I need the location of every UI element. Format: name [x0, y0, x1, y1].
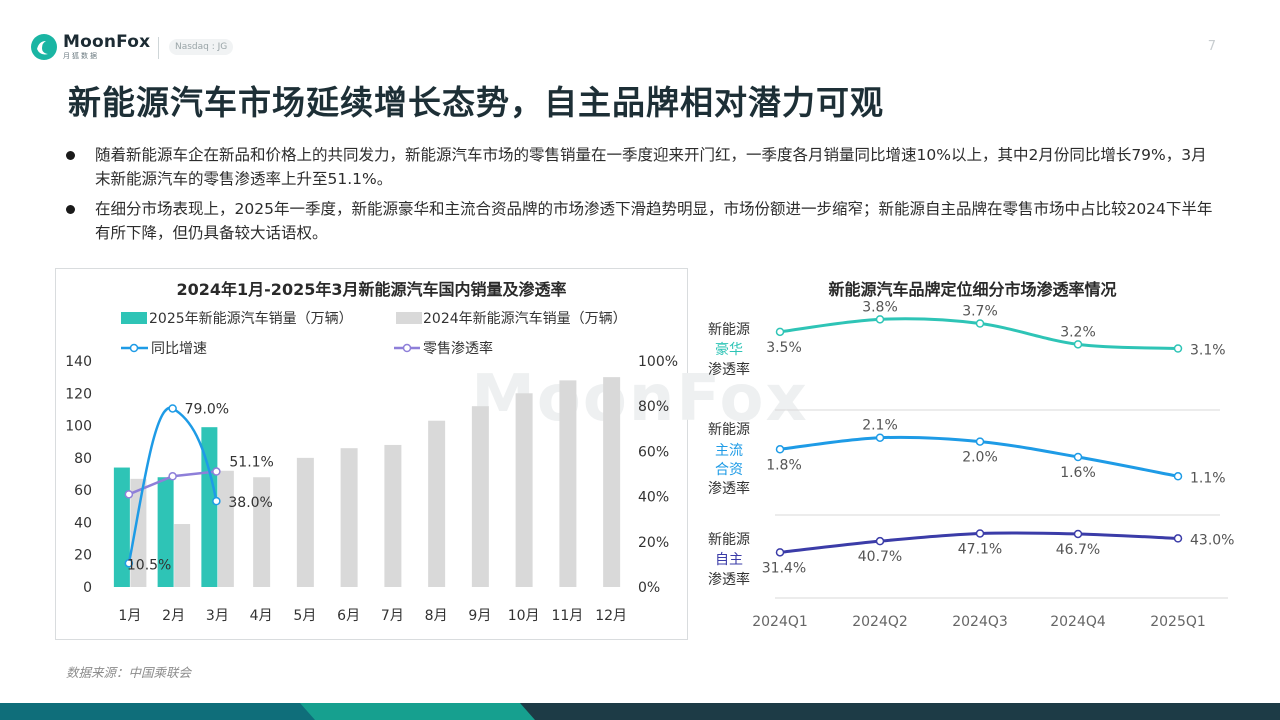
moonfox-logo: MoonFox 月狐数据 [30, 33, 150, 61]
logo-subtitle: 月狐数据 [63, 52, 99, 60]
bullet-list: 随着新能源车企在新品和价格上的共同发力，新能源汽车市场的零售销量在一季度迎来开门… [64, 143, 1214, 251]
segment-series-point [1173, 344, 1183, 353]
segment-series-name: 新能源 [708, 322, 750, 338]
segment-data-label: 31.4% [762, 560, 806, 576]
segment-data-label: 3.7% [962, 304, 998, 320]
segment-series-point [1073, 452, 1083, 462]
segment-series-point [1173, 472, 1183, 481]
segment-series-point [1073, 529, 1083, 539]
segment-series-line [779, 435, 1179, 478]
segment-x-tick-label: 2024Q2 [852, 614, 908, 630]
segment-series-point [1073, 340, 1083, 349]
logo-name: MoonFox [63, 32, 151, 52]
segment-series-name: 新能源 [708, 422, 750, 438]
segment-data-label: 3.2% [1060, 324, 1096, 340]
segment-data-label: 1.6% [1060, 465, 1096, 481]
segment-data-label: 3.5% [766, 340, 802, 356]
segment-series-point [775, 548, 785, 557]
segment-series-name: 合资 [715, 462, 743, 478]
segment-x-tick-label: 2025Q1 [1150, 614, 1206, 630]
segment-data-label: 2.1% [862, 418, 898, 434]
segment-series-point [875, 315, 885, 324]
segment-data-label: 47.1% [958, 541, 1002, 557]
segment-data-label: 3.1% [1190, 343, 1226, 359]
moonfox-logo-icon [31, 34, 57, 60]
segment-x-tick-label: 2024Q3 [952, 614, 1008, 630]
segment-series-name: 豪华 [715, 342, 743, 358]
segment-data-label: 46.7% [1056, 542, 1100, 558]
segment-series-point [1173, 534, 1183, 543]
segment-x-tick-label: 2024Q1 [752, 614, 808, 630]
sales-chart-frame [55, 268, 688, 640]
segment-series-line [779, 531, 1179, 554]
segment-chart-title: 新能源汽车品牌定位细分市场渗透率情况 [828, 280, 1117, 299]
segment-series-name: 渗透率 [708, 571, 750, 588]
bullet-item: 随着新能源车企在新品和价格上的共同发力，新能源汽车市场的零售销量在一季度迎来开门… [64, 143, 1214, 191]
segment-series-point [875, 536, 885, 546]
segment-data-label: 40.7% [858, 549, 902, 565]
data-source: 数据来源：中国乘联会 [66, 665, 192, 680]
ticker-badge: Nasdaq : JG [169, 39, 234, 55]
segment-series-name: 新能源 [708, 532, 750, 548]
segment-series-point [975, 319, 985, 328]
footer-bar [0, 703, 1280, 720]
sales-chart-title: 2024年1月-2025年3月新能源汽车国内销量及渗透率 [176, 280, 567, 299]
bullet-item: 在细分市场表现上，2025年一季度，新能源豪华和主流合资品牌的市场渗透下滑趋势明… [64, 197, 1214, 245]
segment-series-name: 自主 [715, 552, 743, 568]
segment-series-name: 渗透率 [708, 480, 750, 497]
segment-series-point [975, 437, 985, 446]
segment-series-point [775, 445, 785, 454]
segment-series-name: 渗透率 [708, 361, 750, 378]
header-divider [158, 37, 159, 59]
segment-x-tick-label: 2024Q4 [1050, 614, 1106, 630]
segment-series-point [975, 529, 985, 538]
segment-series-line [779, 317, 1179, 350]
segment-data-label: 2.0% [962, 450, 998, 466]
page-number: 7 [1207, 39, 1216, 54]
segment-data-label: 1.8% [766, 457, 802, 473]
segment-data-label: 43.0% [1190, 532, 1234, 548]
segment-series-point [875, 433, 885, 442]
segment-series-point [775, 327, 785, 337]
segment-series-name: 主流 [715, 443, 743, 459]
page-title: 新能源汽车市场延续增长态势，自主品牌相对潜力可观 [68, 83, 884, 122]
segment-data-label: 1.1% [1190, 470, 1226, 486]
segment-data-label: 3.8% [862, 299, 898, 315]
